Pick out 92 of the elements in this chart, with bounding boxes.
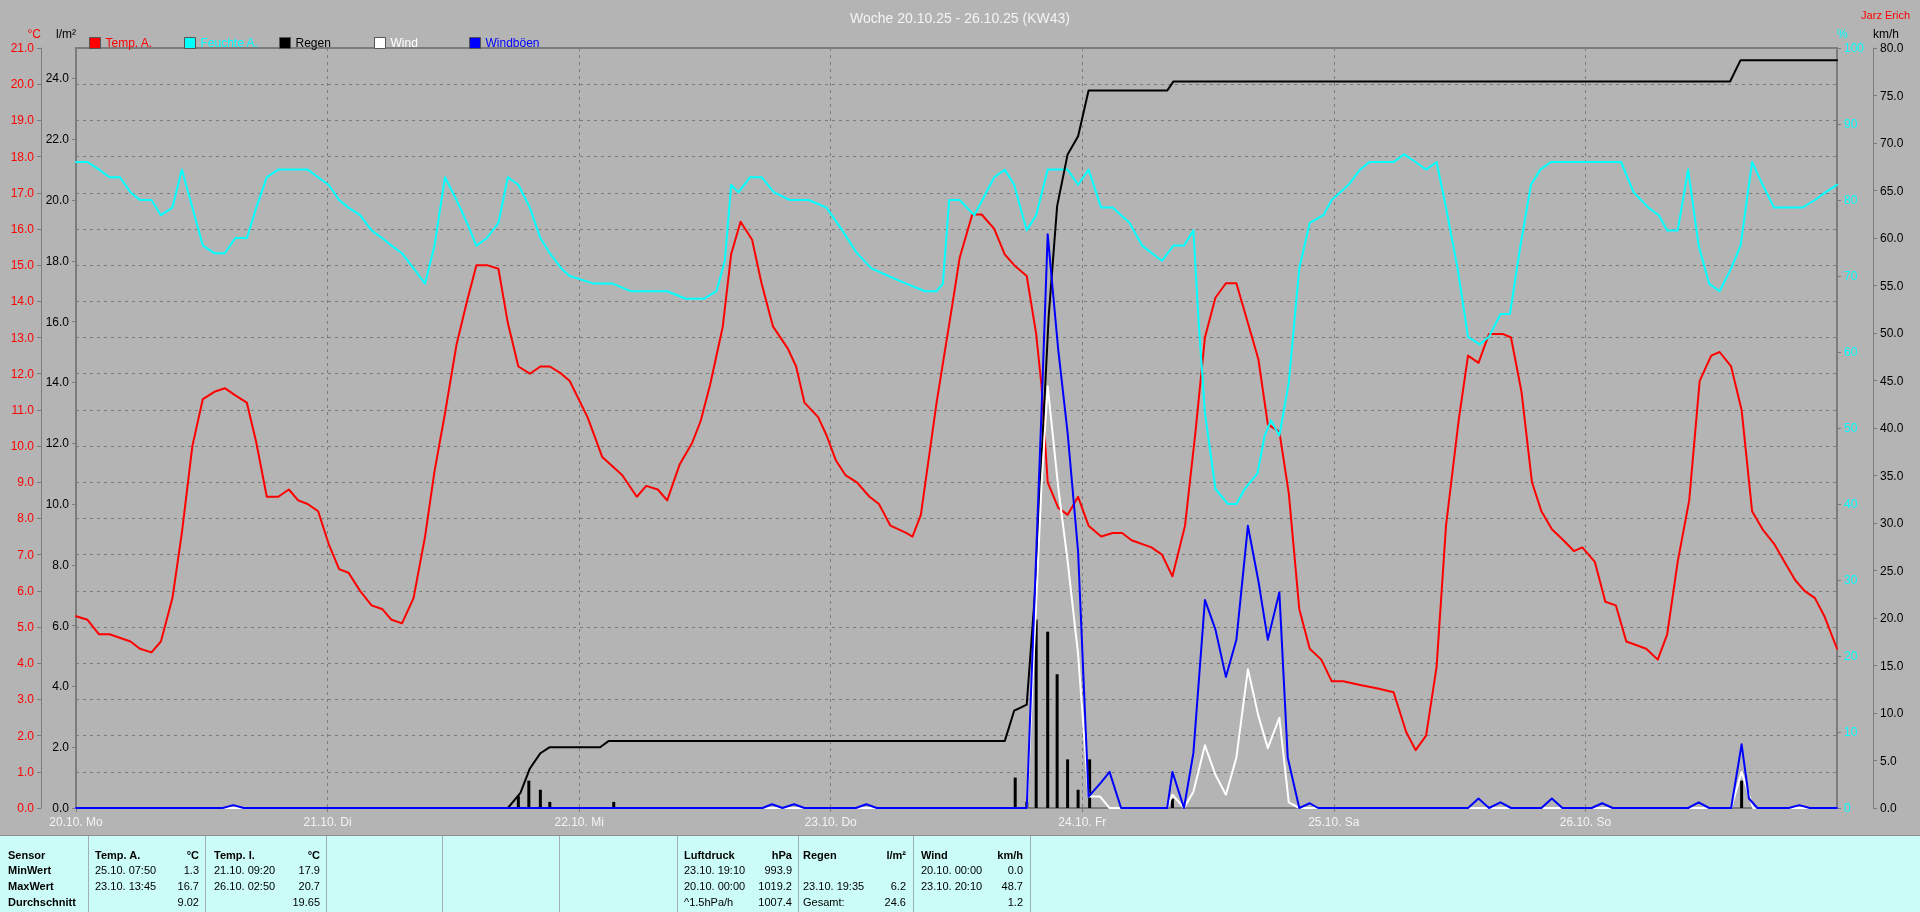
x-tick-label: 23.10. Do [804,815,858,829]
y-tick-label: 0.0 [17,801,35,815]
y2-tick-label: 20.0 [1880,611,1904,625]
y-tick-label: 4.0 [17,656,35,671]
y2-tick-label: 60 [1844,345,1858,359]
y-axis-title: °C [27,27,42,41]
y3-tick-label: 24.0 [45,71,70,86]
text: Jarz Erich [1861,8,1911,21]
text: Temp. A. 25.10. 07:50 23.10. 13:45 [95,848,157,893]
y-tick-label: 9.0 [17,475,35,490]
y-tick-label: 17.0 [10,185,35,200]
y2-axis-title: % [1837,27,1848,41]
y2-tick-label: 15.0 [1880,658,1904,673]
y-tick-label: 5.0 [17,620,35,635]
x-tick-label: 21.10. Di [303,815,352,829]
y2-tick-label: 80 [1844,193,1858,207]
y2-tick-label: 70 [1844,269,1858,283]
text: hPa 993.9 1019.2 1007.4 [758,848,792,909]
y2-tick-label: 50 [1844,421,1858,435]
y3-tick-label: 14.0 [45,375,70,390]
y3-tick-label: 2.0 [52,740,70,755]
y3-tick-label: 20.0 [45,193,70,207]
text: km/h 0.0 48.7 1.2 [997,848,1023,909]
x-tick-label: 24.10. Fr [1058,815,1107,829]
text: Regen 23.10. 19:35 Gesamt: [803,849,865,908]
x-tick-label: 25.10. Sa [1308,815,1360,829]
text: Luftdruck 23.10. 19:10 20.10. 00:00 ^1.5hPa/h [684,848,746,909]
x-tick-label: 26.10. So [1559,815,1612,829]
text: °C 17.9 20.7 19.65 [292,848,320,909]
y2-tick-label: 25.0 [1880,563,1904,578]
y2-tick-label: 30 [1844,573,1858,587]
y2-tick-label: 45.0 [1880,373,1904,388]
text: Temp. I. 21.10. 09:20 26.10. 02:50 [214,848,276,893]
y3-tick-label: 8.0 [52,557,70,572]
y-tick-label: 14.0 [10,294,35,309]
y3-tick-label: 18.0 [45,253,70,268]
y2-axis-title: km/h [1873,27,1900,41]
y-tick-label: 7.0 [17,547,35,562]
y3-tick-label: 12.0 [45,436,70,451]
y2-tick-label: 80.0 [1880,41,1904,55]
y-tick-label: 2.0 [17,728,35,743]
y3-tick-label: 22.0 [45,132,70,147]
y-tick-label: 10.0 [10,439,35,454]
y-tick-label: 20.0 [10,77,35,92]
y2-tick-label: 75.0 [1880,88,1904,103]
y2-tick-label: 10.0 [1880,706,1904,720]
y-tick-label: 11.0 [11,402,35,417]
y-tick-label: 21.0 [10,41,35,55]
y2-tick-label: 0 [1844,801,1851,815]
legend-label: Feuchte A. [200,36,258,50]
y-tick-label: 12.0 [10,366,35,381]
y-tick-label: 19.0 [10,113,35,128]
legend-label: Regen [295,36,331,50]
y2-tick-label: 50.0 [1880,326,1904,340]
text: °C 1.3 16.7 9.02 [177,848,199,909]
legend-label: Wind [390,36,418,50]
y-tick-label: 13.0 [10,330,35,345]
y2-tick-label: 35.0 [1880,468,1904,483]
y2-tick-label: 70.0 [1880,136,1904,150]
y2-tick-label: 10 [1844,725,1858,739]
y-tick-label: 8.0 [17,511,35,526]
y2-tick-label: 90 [1844,117,1858,131]
y-tick-label: 15.0 [10,258,35,273]
y3-tick-label: 0.0 [52,801,70,815]
y-tick-label: 1.0 [17,764,35,779]
y2-tick-label: 0.0 [1880,801,1898,815]
text: l/m² 6.2 24.6 [884,849,906,908]
text: Wind 20.10. 00:00 23.10. 20:10 [921,848,983,893]
y3-axis-title: l/m² [56,27,76,41]
y2-tick-label: 40 [1844,497,1858,511]
y-tick-label: 6.0 [17,583,35,598]
y2-tick-label: 40.0 [1880,421,1904,435]
y3-tick-label: 6.0 [52,618,70,633]
x-tick-label: 22.10. Mi [554,815,604,829]
y-tick-label: 18.0 [10,149,35,164]
text: Sensor MinWert MaxWert Durchschnitt [8,848,76,909]
y2-tick-label: 60.0 [1880,231,1904,245]
y2-tick-label: 100 [1844,41,1865,55]
y2-tick-label: 65.0 [1880,183,1904,198]
y2-tick-label: 55.0 [1880,278,1904,293]
y3-tick-label: 10.0 [45,497,70,511]
y-tick-label: 16.0 [10,221,35,236]
y3-tick-label: 4.0 [52,679,70,694]
y-tick-label: 3.0 [17,692,35,707]
legend-label: Temp. A. [105,36,153,50]
y2-tick-label: 5.0 [1880,753,1898,768]
legend-label: Windböen [485,36,540,50]
y2-tick-label: 20 [1844,649,1858,663]
chart-title: Woche 20.10.25 - 26.10.25 (KW43) [850,10,1070,26]
x-tick-label: 20.10. Mo [49,815,104,829]
y2-tick-label: 30.0 [1880,516,1904,530]
y3-tick-label: 16.0 [45,314,70,329]
